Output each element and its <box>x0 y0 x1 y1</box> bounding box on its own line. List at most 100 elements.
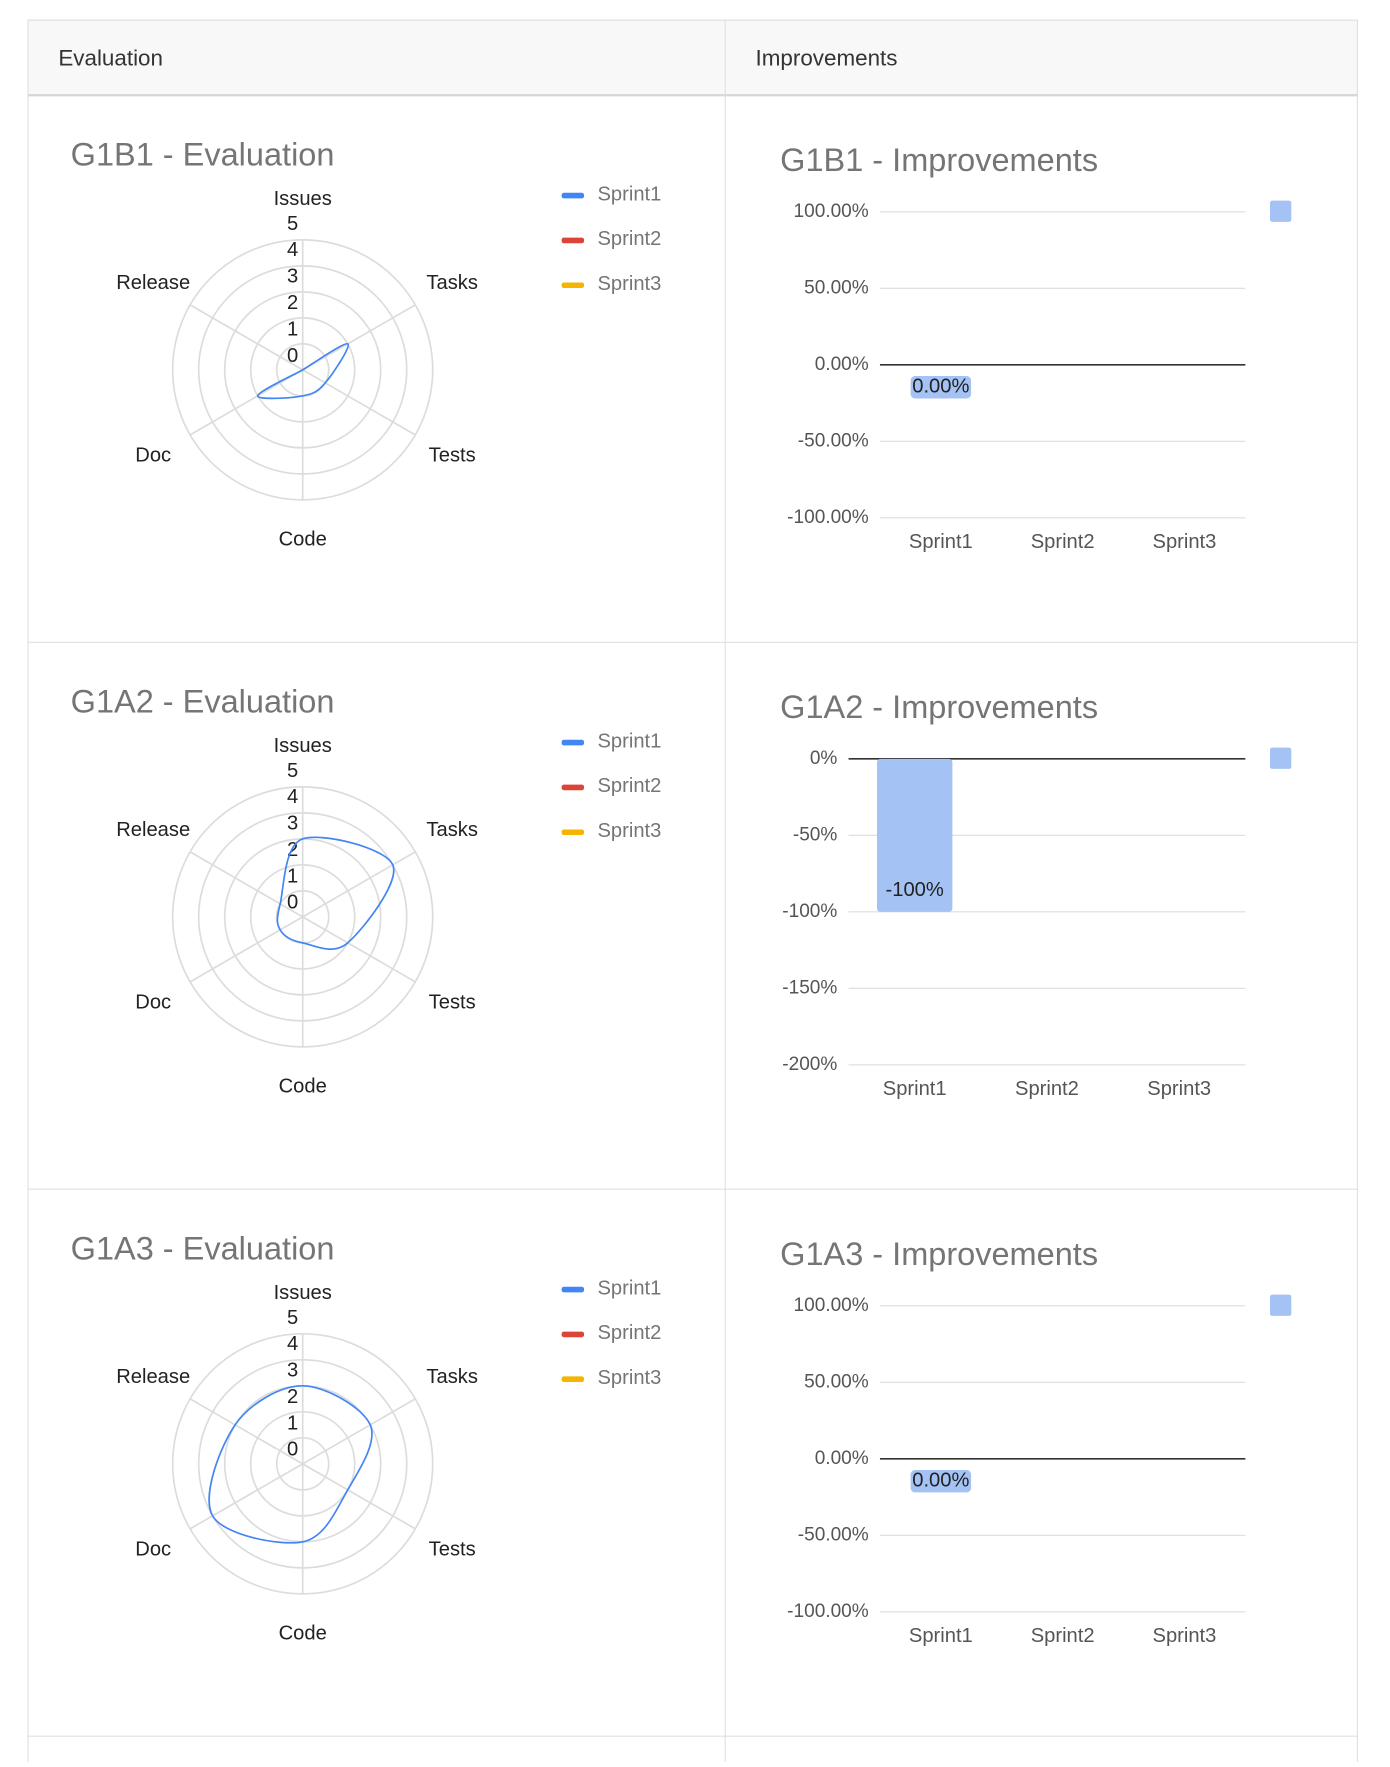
chart-title: G1B1 - Evaluation <box>71 136 335 172</box>
r-tick-label: 4 <box>287 1333 298 1355</box>
spoke <box>302 1398 416 1465</box>
value-label: 0.00% <box>912 1470 969 1492</box>
r-tick-label: 5 <box>287 213 298 235</box>
legend-swatch <box>561 1376 585 1383</box>
spoke <box>189 851 304 918</box>
axis-label: Issues <box>274 188 332 210</box>
legend-swatch <box>1270 747 1292 769</box>
axis-label: Doc <box>135 1538 171 1560</box>
y-tick-label: 50.00% <box>804 1371 869 1392</box>
axis-label: Release <box>116 819 190 841</box>
legend-label: Sprint2 <box>597 1322 661 1344</box>
y-tick-label: -50.00% <box>798 430 869 451</box>
value-label-bg <box>910 376 972 399</box>
axis-label: Issues <box>274 1282 332 1304</box>
x-tick-label: Sprint1 <box>909 1625 973 1647</box>
value-label: 0.00% <box>912 376 969 398</box>
r-tick-label: 0 <box>287 1439 298 1461</box>
spoke <box>189 1463 304 1530</box>
r-tick-label: 0 <box>287 345 298 367</box>
legend-label: Sprint3 <box>597 1367 661 1389</box>
r-tick-label: 2 <box>287 839 298 861</box>
axis-label: Tasks <box>426 819 478 841</box>
axis-label: Release <box>116 1366 190 1388</box>
chart-title: G1A2 - Evaluation <box>71 683 335 719</box>
y-tick-label: -50% <box>793 824 838 845</box>
bar <box>876 758 953 912</box>
r-tick-label: 3 <box>287 1360 298 1382</box>
axis-label: Tests <box>429 445 476 467</box>
spoke <box>189 369 304 436</box>
x-tick-label: Sprint2 <box>1031 1625 1095 1647</box>
y-tick-label: -200% <box>782 1054 837 1075</box>
y-tick-label: 0% <box>810 748 838 769</box>
legend-label: Sprint1 <box>597 1277 661 1299</box>
y-tick-label: 50.00% <box>804 277 869 298</box>
legend-swatch <box>561 192 585 199</box>
r-tick-label: 4 <box>287 239 298 261</box>
spoke <box>302 1463 416 1530</box>
axis-label: Issues <box>274 735 332 757</box>
y-tick-label: -50.00% <box>798 1524 869 1545</box>
r-tick-label: 5 <box>287 760 298 782</box>
x-tick-label: Sprint1 <box>883 1078 947 1100</box>
legend-swatch <box>561 1331 585 1338</box>
value-label: -100% <box>886 879 944 901</box>
value-label-bg <box>910 1470 972 1493</box>
axis-label: Tests <box>429 992 476 1014</box>
r-tick-label: 0 <box>287 892 298 914</box>
axis-label: Release <box>116 272 190 294</box>
y-tick-label: 0.00% <box>815 354 869 375</box>
legend-swatch <box>1270 200 1292 222</box>
spoke <box>302 916 416 983</box>
legend-swatch <box>1270 1294 1292 1316</box>
chart-title: G1A3 - Improvements <box>780 1236 1098 1272</box>
y-tick-label: -150% <box>782 977 837 998</box>
x-tick-label: Sprint2 <box>1031 531 1095 553</box>
axis-label: Tests <box>429 1538 476 1560</box>
r-tick-label: 1 <box>287 1412 298 1434</box>
chart-title: G1A3 - Evaluation <box>71 1230 335 1266</box>
r-tick-label: 3 <box>287 813 298 835</box>
r-tick-label: 1 <box>287 865 298 887</box>
legend-swatch <box>561 237 585 244</box>
radar-line <box>276 836 395 950</box>
spoke <box>302 304 416 371</box>
legend-swatch <box>561 784 585 791</box>
r-tick-label: 2 <box>287 292 298 314</box>
y-tick-label: -100.00% <box>787 1601 869 1622</box>
legend-label: Sprint3 <box>597 820 661 842</box>
axis-label: Tasks <box>426 272 478 294</box>
y-tick-label: 100.00% <box>794 201 869 222</box>
x-tick-label: Sprint3 <box>1153 1625 1217 1647</box>
r-tick-label: 2 <box>287 1386 298 1408</box>
x-tick-label: Sprint3 <box>1147 1078 1211 1100</box>
y-tick-label: -100.00% <box>787 507 869 528</box>
legend-swatch <box>561 282 585 289</box>
r-tick-label: 4 <box>287 786 298 808</box>
y-tick-label: 0.00% <box>815 1448 869 1469</box>
x-tick-label: Sprint2 <box>1015 1078 1079 1100</box>
legend-label: Sprint1 <box>597 730 661 752</box>
spoke <box>189 304 304 371</box>
y-tick-label: 100.00% <box>794 1295 869 1316</box>
axis-label: Tasks <box>426 1366 478 1388</box>
r-tick-label: 1 <box>287 318 298 340</box>
legend-swatch <box>561 1286 585 1293</box>
r-tick-label: 5 <box>287 1307 298 1329</box>
y-tick-label: -100% <box>782 901 837 922</box>
legend-swatch <box>561 739 585 746</box>
legend-label: Sprint2 <box>597 775 661 797</box>
axis-label: Code <box>279 1076 327 1098</box>
x-tick-label: Sprint1 <box>909 531 973 553</box>
r-tick-label: 3 <box>287 266 298 288</box>
column-header: Evaluation <box>58 45 163 70</box>
axis-label: Doc <box>135 445 171 467</box>
legend-label: Sprint1 <box>597 183 661 205</box>
radar-line <box>208 1384 373 1544</box>
chart-title: G1A2 - Improvements <box>780 689 1098 725</box>
axis-label: Code <box>279 529 327 551</box>
spoke <box>189 916 304 983</box>
